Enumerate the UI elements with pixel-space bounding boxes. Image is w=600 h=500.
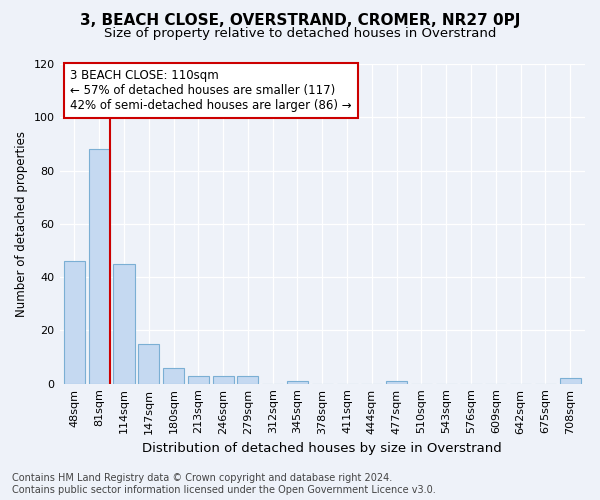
Bar bbox=[64, 261, 85, 384]
Text: 3 BEACH CLOSE: 110sqm
← 57% of detached houses are smaller (117)
42% of semi-det: 3 BEACH CLOSE: 110sqm ← 57% of detached … bbox=[70, 69, 352, 112]
Bar bbox=[138, 344, 160, 384]
Text: 3, BEACH CLOSE, OVERSTRAND, CROMER, NR27 0PJ: 3, BEACH CLOSE, OVERSTRAND, CROMER, NR27… bbox=[80, 12, 520, 28]
Bar bbox=[163, 368, 184, 384]
Bar bbox=[386, 381, 407, 384]
Y-axis label: Number of detached properties: Number of detached properties bbox=[15, 131, 28, 317]
Bar bbox=[113, 264, 134, 384]
Text: Contains HM Land Registry data © Crown copyright and database right 2024.
Contai: Contains HM Land Registry data © Crown c… bbox=[12, 474, 436, 495]
Bar bbox=[89, 149, 110, 384]
Bar bbox=[287, 381, 308, 384]
Bar bbox=[560, 378, 581, 384]
Text: Size of property relative to detached houses in Overstrand: Size of property relative to detached ho… bbox=[104, 28, 496, 40]
Bar bbox=[188, 376, 209, 384]
Bar bbox=[238, 376, 259, 384]
X-axis label: Distribution of detached houses by size in Overstrand: Distribution of detached houses by size … bbox=[142, 442, 502, 455]
Bar bbox=[212, 376, 233, 384]
